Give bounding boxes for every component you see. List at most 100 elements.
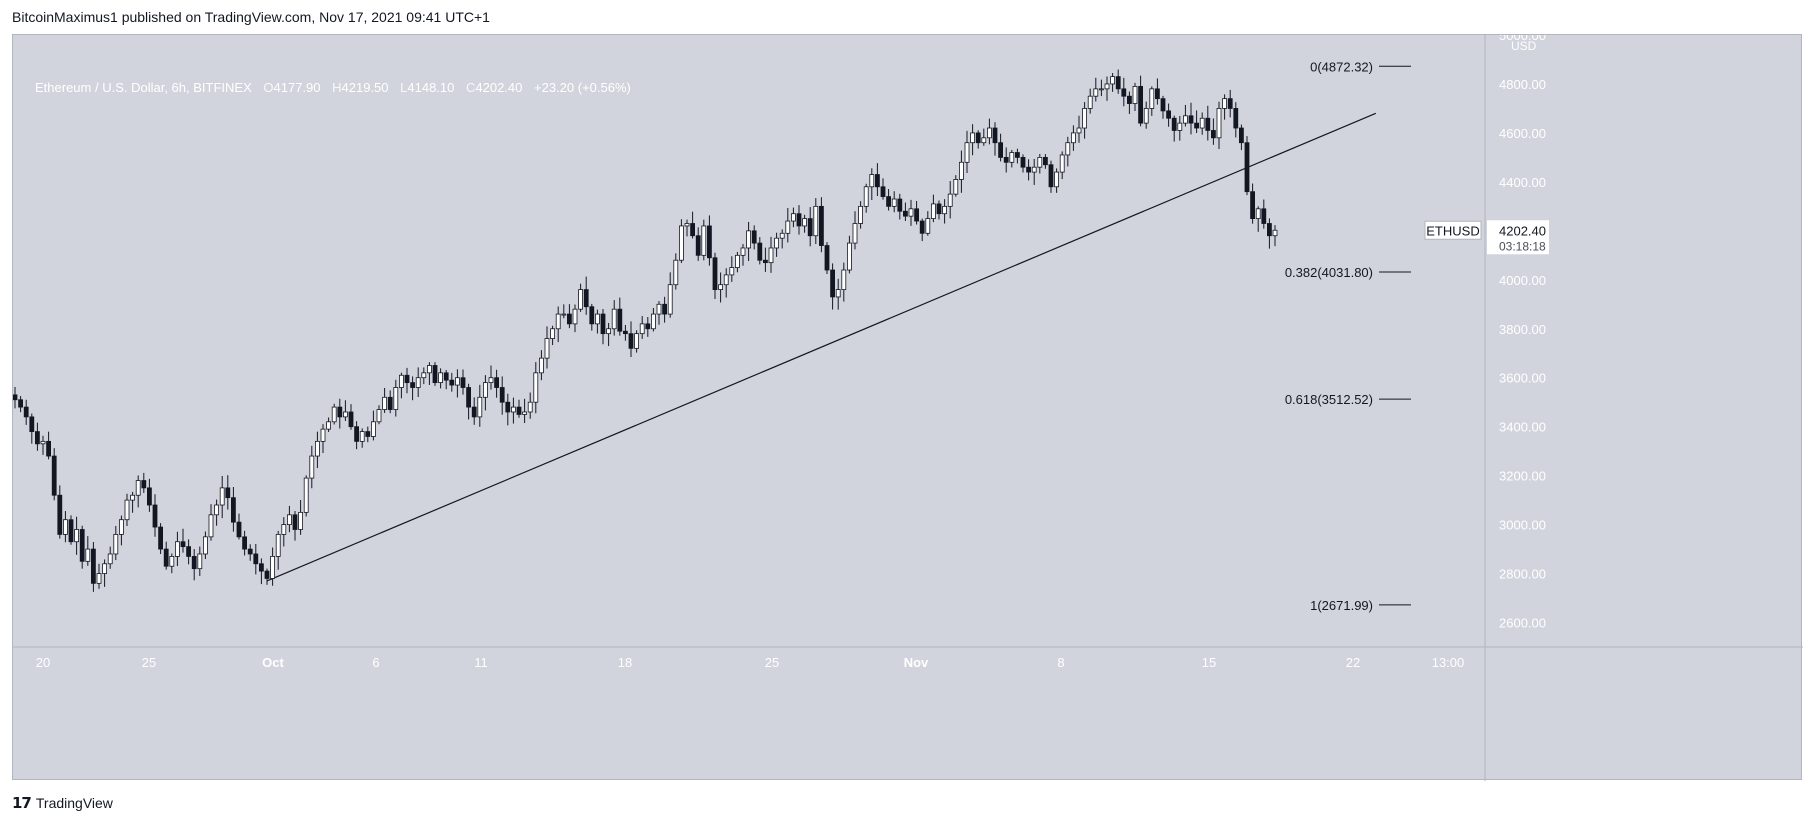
candle-up	[634, 333, 639, 349]
candle-down	[712, 257, 718, 290]
candle-up	[1149, 88, 1155, 109]
candle-up	[746, 230, 751, 249]
fib-level-label: 0(4872.32)	[1310, 59, 1373, 74]
candle-down	[23, 406, 29, 418]
candle-up	[718, 284, 723, 290]
candle-down	[1166, 110, 1171, 119]
candlestick-chart[interactable]: 0(4872.32) 0.382(4031.80) 0.618(3512.52) 1(…	[13, 35, 1803, 781]
candle-down	[494, 377, 500, 388]
candle-down	[757, 242, 763, 261]
fib-level-label: 1(2671.99)	[1310, 598, 1373, 613]
candle-down	[662, 303, 667, 315]
tradingview-logo-icon: 17	[12, 794, 32, 812]
ticker-badge	[1424, 220, 1482, 240]
candle-down	[1171, 117, 1177, 131]
candle-up	[970, 132, 975, 144]
candle-down	[51, 455, 57, 496]
candle-down	[34, 431, 40, 445]
candle-down	[247, 548, 253, 555]
candle-down	[875, 174, 880, 188]
symbol-legend[interactable]: Ethereum / U.S. Dollar, 6h, BITFINEX O41…	[35, 80, 631, 95]
candle-up	[1093, 88, 1099, 97]
close-key: C	[466, 80, 476, 95]
candle-up	[673, 259, 679, 286]
candle-up	[656, 303, 662, 315]
candle-down	[225, 487, 231, 499]
candle-up	[847, 242, 852, 271]
candle-up	[331, 406, 337, 423]
candle-down	[1160, 98, 1166, 112]
symbol-title[interactable]: Ethereum / U.S. Dollar, 6h, BITFINEX	[35, 80, 252, 95]
candle-down	[258, 563, 264, 572]
low-key: L	[400, 80, 408, 95]
candle-down	[46, 440, 51, 457]
candle-down	[903, 210, 908, 217]
candle-up	[326, 421, 332, 430]
candle-up	[421, 372, 427, 379]
candle-up	[791, 213, 796, 222]
candle-down	[830, 269, 835, 298]
candle-down	[992, 127, 998, 144]
candle-down	[707, 225, 712, 259]
candle-up	[779, 232, 785, 239]
candle-down	[617, 308, 623, 332]
candle-up	[1031, 166, 1037, 173]
candle-down	[1026, 166, 1031, 173]
candle-up	[398, 374, 404, 388]
candle-up	[119, 519, 124, 535]
candle-down	[1043, 157, 1048, 166]
candle-up	[1076, 127, 1082, 134]
candle-up	[729, 267, 735, 276]
y-tick-label: 3600.00	[1499, 371, 1546, 386]
candle-up	[802, 218, 807, 227]
candle-down	[919, 220, 925, 234]
candle-down	[1188, 115, 1194, 124]
candle-up	[382, 396, 388, 410]
candle-up	[533, 372, 539, 403]
candle-down	[1239, 127, 1244, 144]
candle-up	[309, 455, 315, 479]
candle-up	[135, 480, 141, 496]
candle-down	[936, 203, 942, 215]
candle-up	[925, 218, 931, 234]
candle-down	[1048, 164, 1054, 188]
candle-up	[370, 421, 376, 437]
candle-up	[723, 274, 729, 286]
candle-down	[348, 411, 354, 428]
candle-down	[365, 431, 371, 437]
y-tick-label: 3800.00	[1499, 322, 1546, 337]
candle-down	[18, 399, 23, 408]
tradingview-logo[interactable]: 17 TradingView	[12, 794, 113, 812]
y-tick-label: 3400.00	[1499, 420, 1546, 435]
candle-down	[163, 548, 169, 567]
candle-down	[914, 208, 919, 222]
candle-up	[376, 409, 382, 423]
y-tick-label: 2800.00	[1499, 567, 1546, 582]
candle-up	[1087, 95, 1093, 109]
candle-up	[1110, 76, 1115, 85]
candle-up	[931, 203, 936, 220]
candle-up	[74, 529, 79, 543]
candle-up	[852, 223, 858, 244]
trendline	[266, 112, 1377, 582]
y-tick-label: 5000.00	[1499, 35, 1546, 43]
candle-up	[1272, 229, 1278, 237]
candle-down	[1244, 142, 1250, 193]
candle-up	[1099, 88, 1104, 91]
candle-down	[623, 330, 628, 335]
candle-up	[679, 225, 684, 261]
candle-up	[320, 428, 326, 442]
candle-up	[85, 548, 91, 562]
candle-up	[667, 284, 673, 315]
chart-area[interactable]: 0(4872.32) 0.382(4031.80) 0.618(3512.52) 1(…	[12, 34, 1803, 781]
x-tick-label: 15	[1202, 655, 1216, 670]
candle-up	[130, 494, 135, 501]
candle-up	[651, 313, 656, 330]
candle-up	[510, 406, 516, 413]
candle-up	[1183, 115, 1188, 124]
candle-up	[947, 193, 953, 207]
candle-down	[91, 548, 96, 584]
candle-down	[886, 196, 891, 207]
candle-down	[410, 382, 416, 388]
candle-down	[589, 306, 595, 325]
